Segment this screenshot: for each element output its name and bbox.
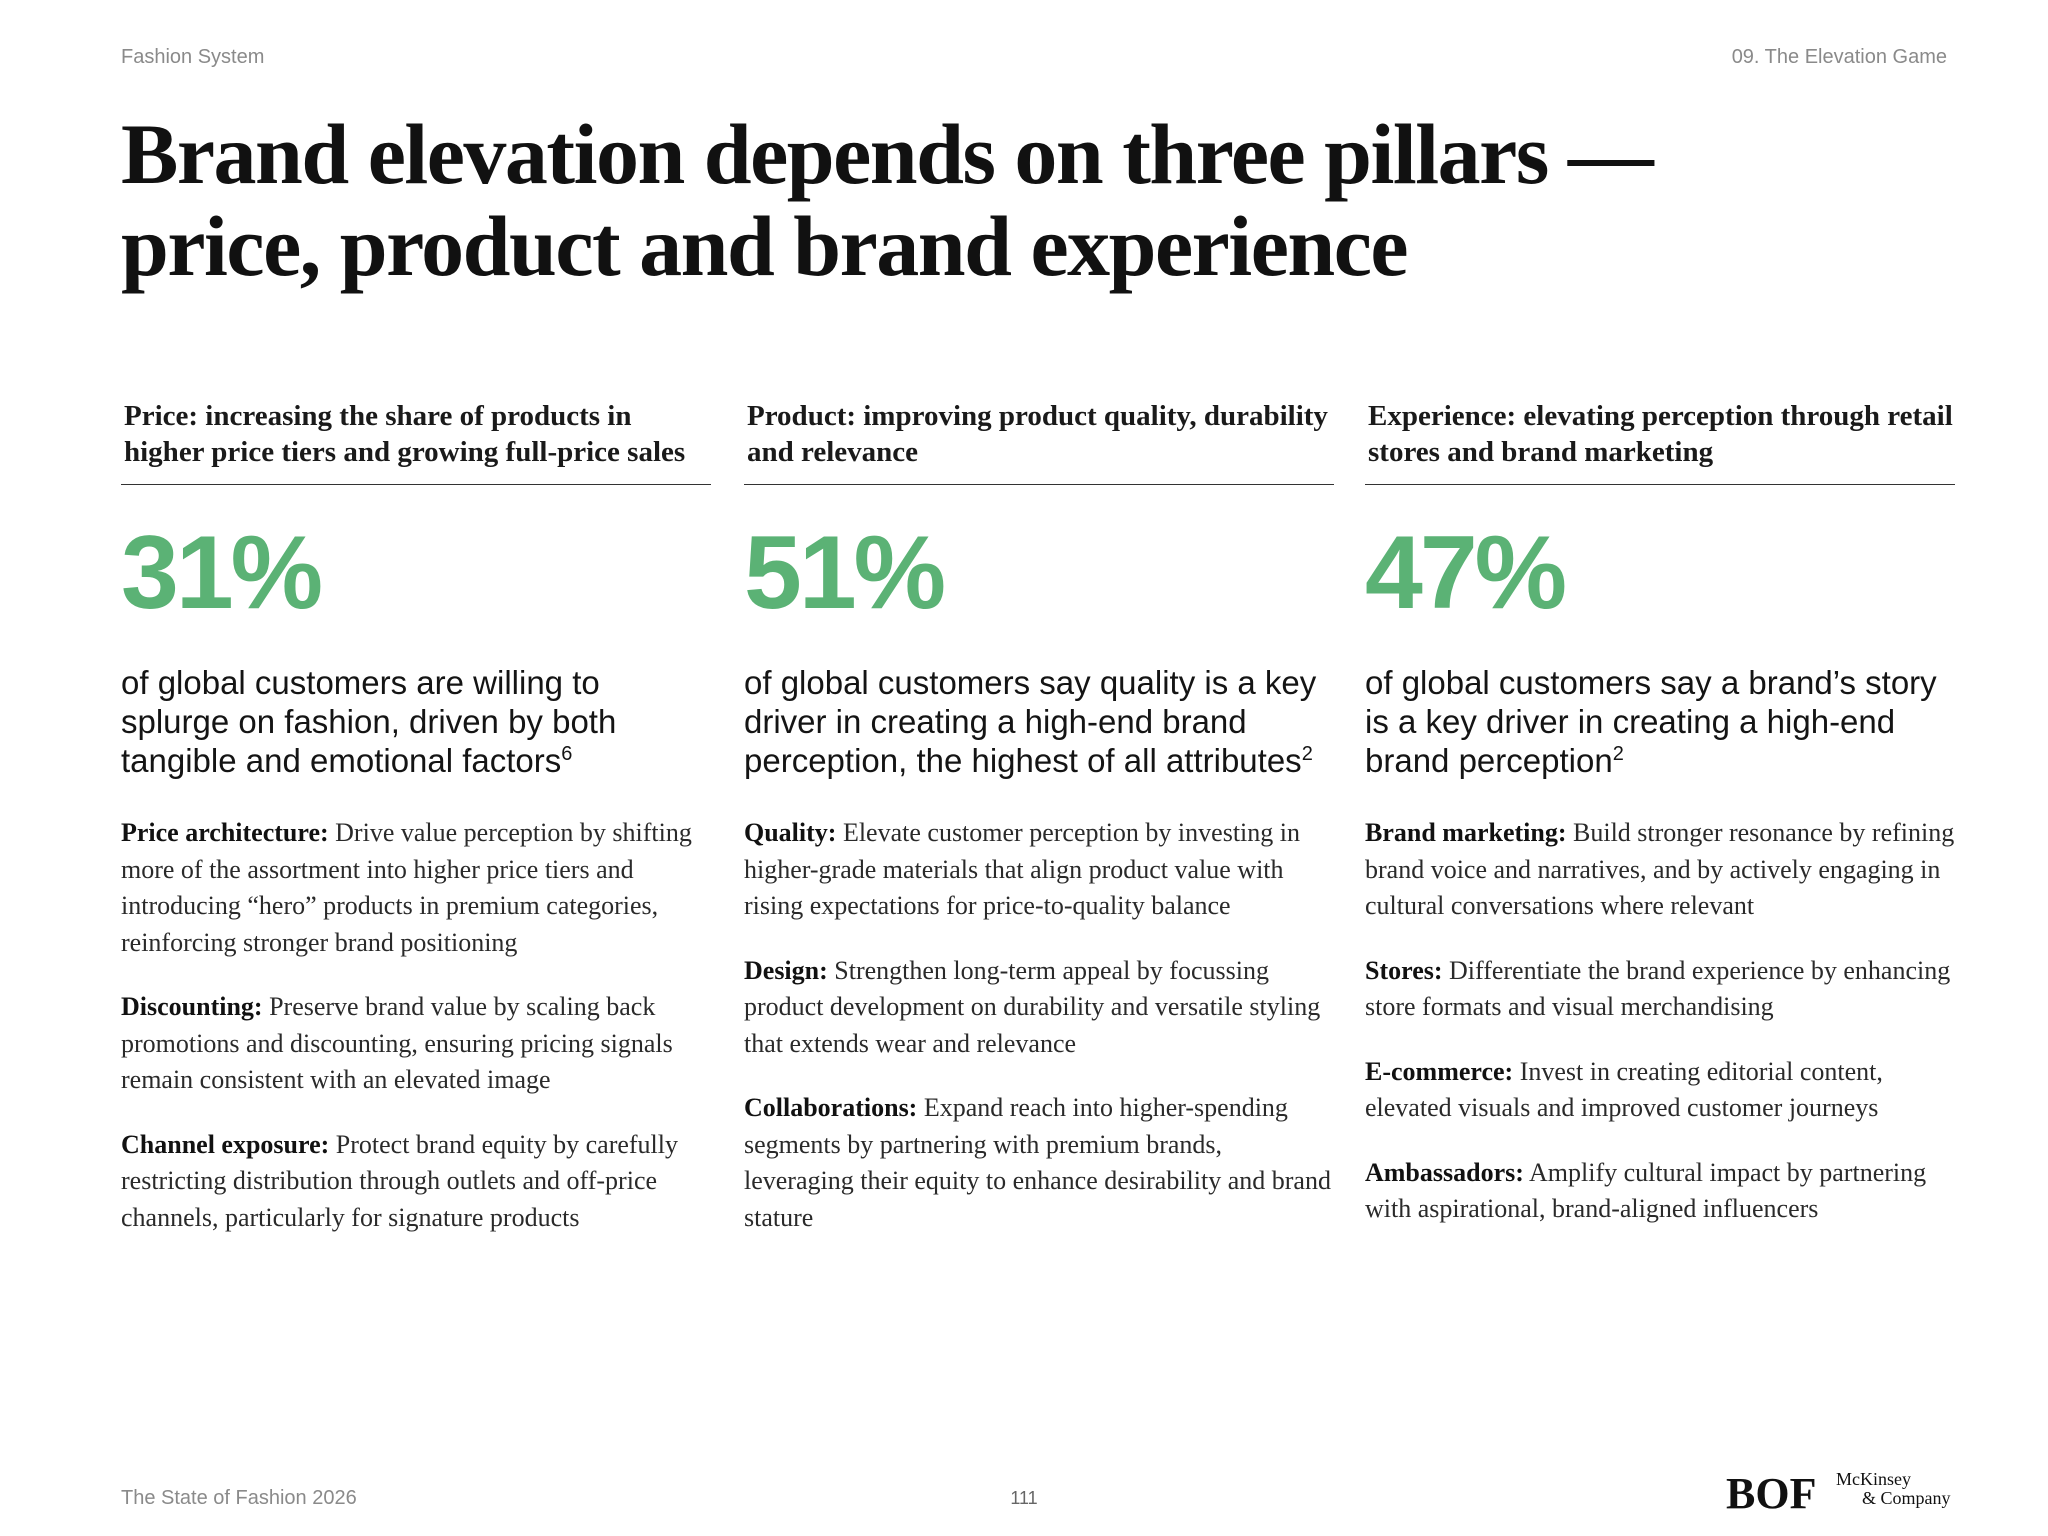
lever-label: E-commerce:	[1365, 1056, 1514, 1086]
pillar-price: Price: increasing the share of products …	[121, 398, 711, 1264]
lever-label: Ambassadors:	[1365, 1157, 1524, 1187]
pillar-product: Product: improving product quality, dura…	[744, 398, 1334, 1264]
lever-item: Ambassadors: Amplify cultural impact by …	[1365, 1155, 1955, 1228]
pillar-stat-description: of global customers are willing to splur…	[121, 663, 711, 813]
lever-item: Channel exposure: Protect brand equity b…	[121, 1127, 711, 1237]
lever-item: Quality: Elevate customer perception by …	[744, 815, 1334, 925]
lever-text: Amplify cultural impact by partnering wi…	[1365, 1157, 1927, 1224]
running-header-right: 09. The Elevation Game	[1731, 46, 1947, 68]
lever-label: Stores:	[1365, 955, 1443, 985]
lever-text: Protect brand equity by carefully restri…	[121, 1129, 678, 1232]
lever-text: Differentiate the brand experience by en…	[1365, 955, 1951, 1022]
lever-item: Discounting: Preserve brand value by sca…	[121, 989, 711, 1099]
bof-logo: BOF	[1726, 1469, 1817, 1518]
lever-label: Price architecture:	[121, 818, 329, 847]
stat-description-text: of global customers say a brand’s story …	[1365, 664, 1937, 779]
lever-label: Brand marketing:	[1365, 818, 1567, 847]
lever-item: Collaborations: Expand reach into higher…	[744, 1090, 1334, 1236]
pillar-lever-list: Quality: Elevate customer perception by …	[744, 815, 1334, 1236]
lever-label: Collaborations:	[744, 1093, 918, 1122]
pillar-stat-description: of global customers say a brand’s story …	[1365, 663, 1955, 813]
pillar-stat: 51%	[744, 515, 946, 631]
lever-text: Strengthen long-term appeal by focussing…	[744, 955, 1321, 1058]
lever-item: E-commerce: Invest in creating editorial…	[1365, 1054, 1955, 1127]
mckinsey-logo-line2: & Company	[1862, 1488, 1951, 1508]
pillar-stat: 47%	[1365, 515, 1567, 631]
lever-text: Expand reach into higher-spending segmen…	[744, 1093, 1331, 1232]
pillar-lever-list: Price architecture: Drive value percepti…	[121, 815, 711, 1236]
pillar-lever-list: Brand marketing: Build stronger resonanc…	[1365, 815, 1955, 1228]
lever-item: Brand marketing: Build stronger resonanc…	[1365, 815, 1955, 925]
mckinsey-logo-line1: McKinsey	[1836, 1469, 1911, 1489]
pillar-stat-description: of global customers say quality is a key…	[744, 663, 1334, 813]
lever-text: Elevate customer perception by investing…	[744, 818, 1300, 920]
lever-text: Drive value perception by shifting more …	[121, 818, 692, 957]
pillar-heading: Experience: elevating perception through…	[1368, 400, 1953, 468]
footnote-marker: 2	[1612, 743, 1624, 765]
lever-item: Stores: Differentiate the brand experien…	[1365, 953, 1955, 1026]
footnote-marker: 2	[1301, 743, 1313, 765]
pillar-stat: 31%	[121, 515, 323, 631]
pillar-experience: Experience: elevating perception through…	[1365, 398, 1955, 1256]
lever-label: Channel exposure:	[121, 1129, 330, 1159]
lever-label: Quality:	[744, 818, 837, 847]
footnote-marker: 6	[561, 743, 573, 765]
lever-label: Design:	[744, 955, 828, 985]
footer-publication-title: The State of Fashion 2026	[121, 1487, 357, 1509]
mckinsey-logo: McKinsey & Company	[1836, 1470, 1956, 1508]
pillar-heading: Price: increasing the share of products …	[124, 400, 686, 468]
pillar-divider	[744, 484, 1334, 485]
lever-item: Price architecture: Drive value percepti…	[121, 815, 711, 961]
pillar-heading: Product: improving product quality, dura…	[747, 400, 1328, 468]
page-number: 111	[1010, 1488, 1038, 1508]
lever-item: Design: Strengthen long-term appeal by f…	[744, 953, 1334, 1063]
lever-label: Discounting:	[121, 992, 263, 1021]
pillar-divider	[1365, 484, 1955, 485]
pillar-divider	[121, 484, 711, 485]
lever-text: Invest in creating editorial content, el…	[1365, 1056, 1883, 1123]
lever-text: Build stronger resonance by refining bra…	[1365, 818, 1955, 920]
stat-description-text: of global customers say quality is a key…	[744, 664, 1317, 779]
stat-description-text: of global customers are willing to splur…	[121, 664, 617, 779]
lever-text: Preserve brand value by scaling back pro…	[121, 992, 673, 1094]
page-title: Brand elevation depends on three pillars…	[121, 106, 1654, 294]
running-header-left: Fashion System	[121, 46, 265, 68]
